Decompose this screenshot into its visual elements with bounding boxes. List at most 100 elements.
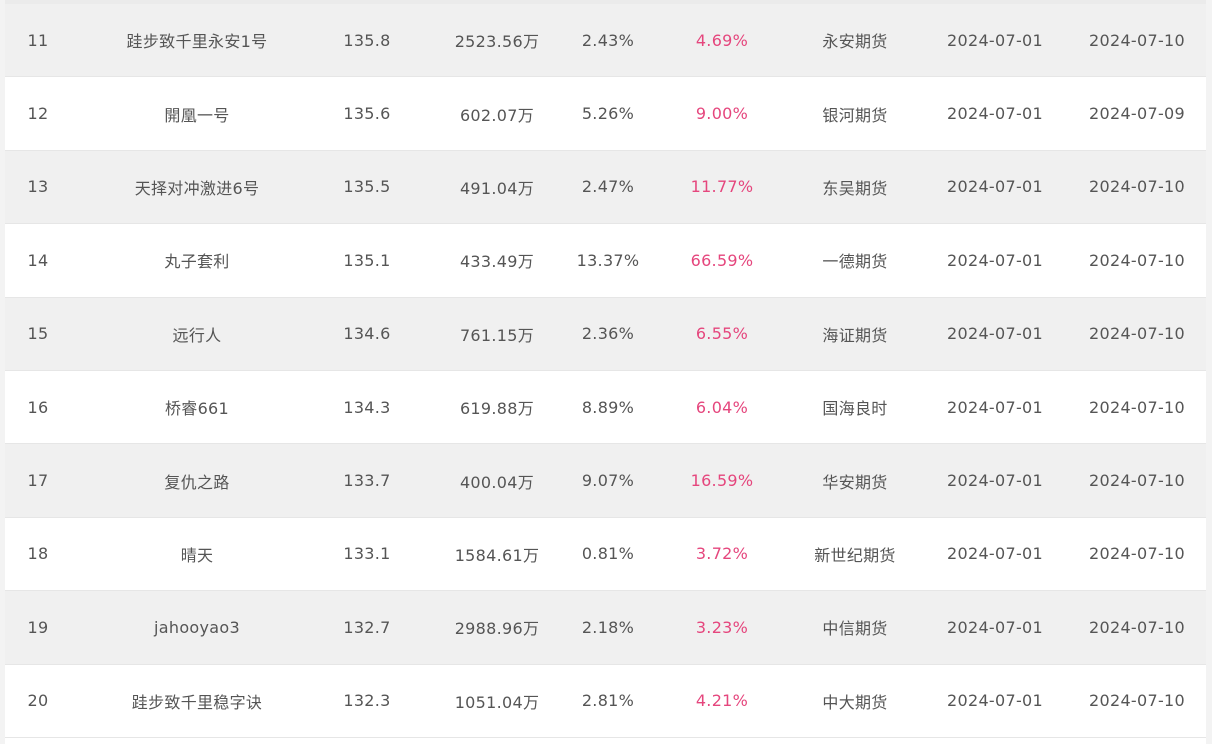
end-date-cell: 2024-07-10: [1089, 617, 1185, 637]
account-name-cell: 丸子套利: [164, 252, 230, 272]
broker-cell: 银河期货: [822, 105, 888, 125]
start-date-cell: 2024-07-01: [947, 324, 1043, 344]
broker-cell: 中信期货: [822, 619, 888, 639]
amount-cell: 619.88万: [459, 399, 535, 419]
amount-cell: 1051.04万: [454, 692, 540, 712]
table-row: 12 開凰一号 135.6 602.07万 5.26% 9.00% 银河期货 2…: [5, 77, 1206, 151]
table-row: 20 跬步致千里稳字诀 132.3 1051.04万 2.81% 4.21% 中…: [5, 664, 1206, 738]
end-date-cell: 2024-07-10: [1089, 691, 1185, 711]
start-date-cell: 2024-07-01: [947, 544, 1043, 564]
broker-cell: 海证期货: [822, 325, 888, 345]
score-cell: 134.6: [343, 324, 391, 344]
end-date-cell: 2024-07-10: [1089, 471, 1185, 491]
percent-cell: 0.81%: [581, 544, 635, 564]
start-date-cell: 2024-07-01: [947, 691, 1043, 711]
amount-cell: 491.04万: [459, 178, 535, 198]
table-row: 18 晴天 133.1 1584.61万 0.81% 3.72% 新世纪期货 2…: [5, 517, 1206, 592]
table-row: 19 jahooyao3 132.7 2988.96万 2.18% 3.23% …: [5, 591, 1206, 665]
table-row: 14 丸子套利 135.1 433.49万 13.37% 66.59% 一德期货…: [5, 224, 1206, 298]
rank-cell: 13: [27, 177, 49, 197]
broker-cell: 永安期货: [822, 32, 888, 52]
amount-cell: 761.15万: [459, 325, 535, 345]
broker-cell: 国海良时: [822, 399, 888, 419]
amount-cell: 602.07万: [459, 105, 535, 125]
table-row: 11 跬步致千里永安1号 135.8 2523.56万 2.43% 4.69% …: [5, 4, 1206, 78]
percent-cell: 2.47%: [581, 177, 635, 197]
return-percent-cell: 4.21%: [695, 691, 749, 711]
return-percent-cell: 11.77%: [690, 177, 754, 197]
score-cell: 135.1: [343, 250, 391, 270]
account-name-cell: jahooyao3: [154, 617, 240, 637]
end-date-cell: 2024-07-09: [1089, 104, 1185, 124]
account-name-cell: 開凰一号: [164, 105, 230, 125]
end-date-cell: 2024-07-10: [1089, 544, 1185, 564]
amount-cell: 2988.96万: [454, 619, 540, 639]
account-name-cell: 跬步致千里稳字诀: [131, 692, 263, 712]
percent-cell: 2.18%: [581, 617, 635, 637]
account-name-cell: 复仇之路: [164, 472, 230, 492]
percent-cell: 9.07%: [581, 471, 635, 491]
percent-cell: 2.43%: [581, 30, 635, 50]
rank-cell: 17: [27, 471, 49, 491]
end-date-cell: 2024-07-10: [1089, 324, 1185, 344]
ranking-table: 11 跬步致千里永安1号 135.8 2523.56万 2.43% 4.69% …: [5, 4, 1206, 744]
broker-cell: 中大期货: [822, 692, 888, 712]
start-date-cell: 2024-07-01: [947, 617, 1043, 637]
return-percent-cell: 6.55%: [695, 324, 749, 344]
score-cell: 132.7: [343, 617, 391, 637]
rank-cell: 19: [27, 617, 49, 637]
broker-cell: 东吴期货: [822, 178, 888, 198]
return-percent-cell: 66.59%: [690, 250, 754, 270]
start-date-cell: 2024-07-01: [947, 397, 1043, 417]
percent-cell: 13.37%: [576, 250, 640, 270]
amount-cell: 2523.56万: [454, 32, 540, 52]
amount-cell: 400.04万: [459, 472, 535, 492]
return-percent-cell: 3.23%: [695, 617, 749, 637]
broker-cell: 华安期货: [822, 472, 888, 492]
return-percent-cell: 6.04%: [695, 397, 749, 417]
end-date-cell: 2024-07-10: [1089, 250, 1185, 270]
broker-cell: 新世纪期货: [814, 545, 896, 565]
amount-cell: 1584.61万: [454, 545, 540, 565]
return-percent-cell: 9.00%: [695, 104, 749, 124]
start-date-cell: 2024-07-01: [947, 177, 1043, 197]
rank-cell: 20: [27, 691, 49, 711]
rank-cell: 12: [27, 104, 49, 124]
percent-cell: 2.81%: [581, 691, 635, 711]
score-cell: 133.1: [343, 544, 391, 564]
table-top-edge: [5, 0, 1206, 4]
score-cell: 135.8: [343, 30, 391, 50]
percent-cell: 8.89%: [581, 397, 635, 417]
broker-cell: 一德期货: [822, 252, 888, 272]
start-date-cell: 2024-07-01: [947, 104, 1043, 124]
amount-cell: 433.49万: [459, 252, 535, 272]
percent-cell: 2.36%: [581, 324, 635, 344]
return-percent-cell: 16.59%: [690, 471, 754, 491]
rank-cell: 18: [27, 544, 49, 564]
table-row: 13 天择对冲激进6号 135.5 491.04万 2.47% 11.77% 东…: [5, 150, 1206, 225]
end-date-cell: 2024-07-10: [1089, 30, 1185, 50]
score-cell: 134.3: [343, 397, 391, 417]
account-name-cell: 晴天: [180, 545, 214, 565]
percent-cell: 5.26%: [581, 104, 635, 124]
score-cell: 132.3: [343, 691, 391, 711]
return-percent-cell: 3.72%: [695, 544, 749, 564]
end-date-cell: 2024-07-10: [1089, 177, 1185, 197]
table-row: 15 远行人 134.6 761.15万 2.36% 6.55% 海证期货 20…: [5, 297, 1206, 371]
start-date-cell: 2024-07-01: [947, 471, 1043, 491]
end-date-cell: 2024-07-10: [1089, 397, 1185, 417]
rank-cell: 14: [27, 250, 49, 270]
table-row: 16 桥睿661 134.3 619.88万 8.89% 6.04% 国海良时 …: [5, 370, 1206, 445]
return-percent-cell: 4.69%: [695, 30, 749, 50]
account-name-cell: 远行人: [172, 325, 222, 345]
start-date-cell: 2024-07-01: [947, 30, 1043, 50]
score-cell: 135.5: [343, 177, 391, 197]
start-date-cell: 2024-07-01: [947, 250, 1043, 270]
account-name-cell: 跬步致千里永安1号: [126, 32, 268, 52]
score-cell: 133.7: [343, 471, 391, 491]
table-row: 17 复仇之路 133.7 400.04万 9.07% 16.59% 华安期货 …: [5, 444, 1206, 518]
rank-cell: 11: [27, 30, 49, 50]
rank-cell: 16: [27, 397, 49, 417]
score-cell: 135.6: [343, 104, 391, 124]
account-name-cell: 天择对冲激进6号: [134, 178, 260, 198]
